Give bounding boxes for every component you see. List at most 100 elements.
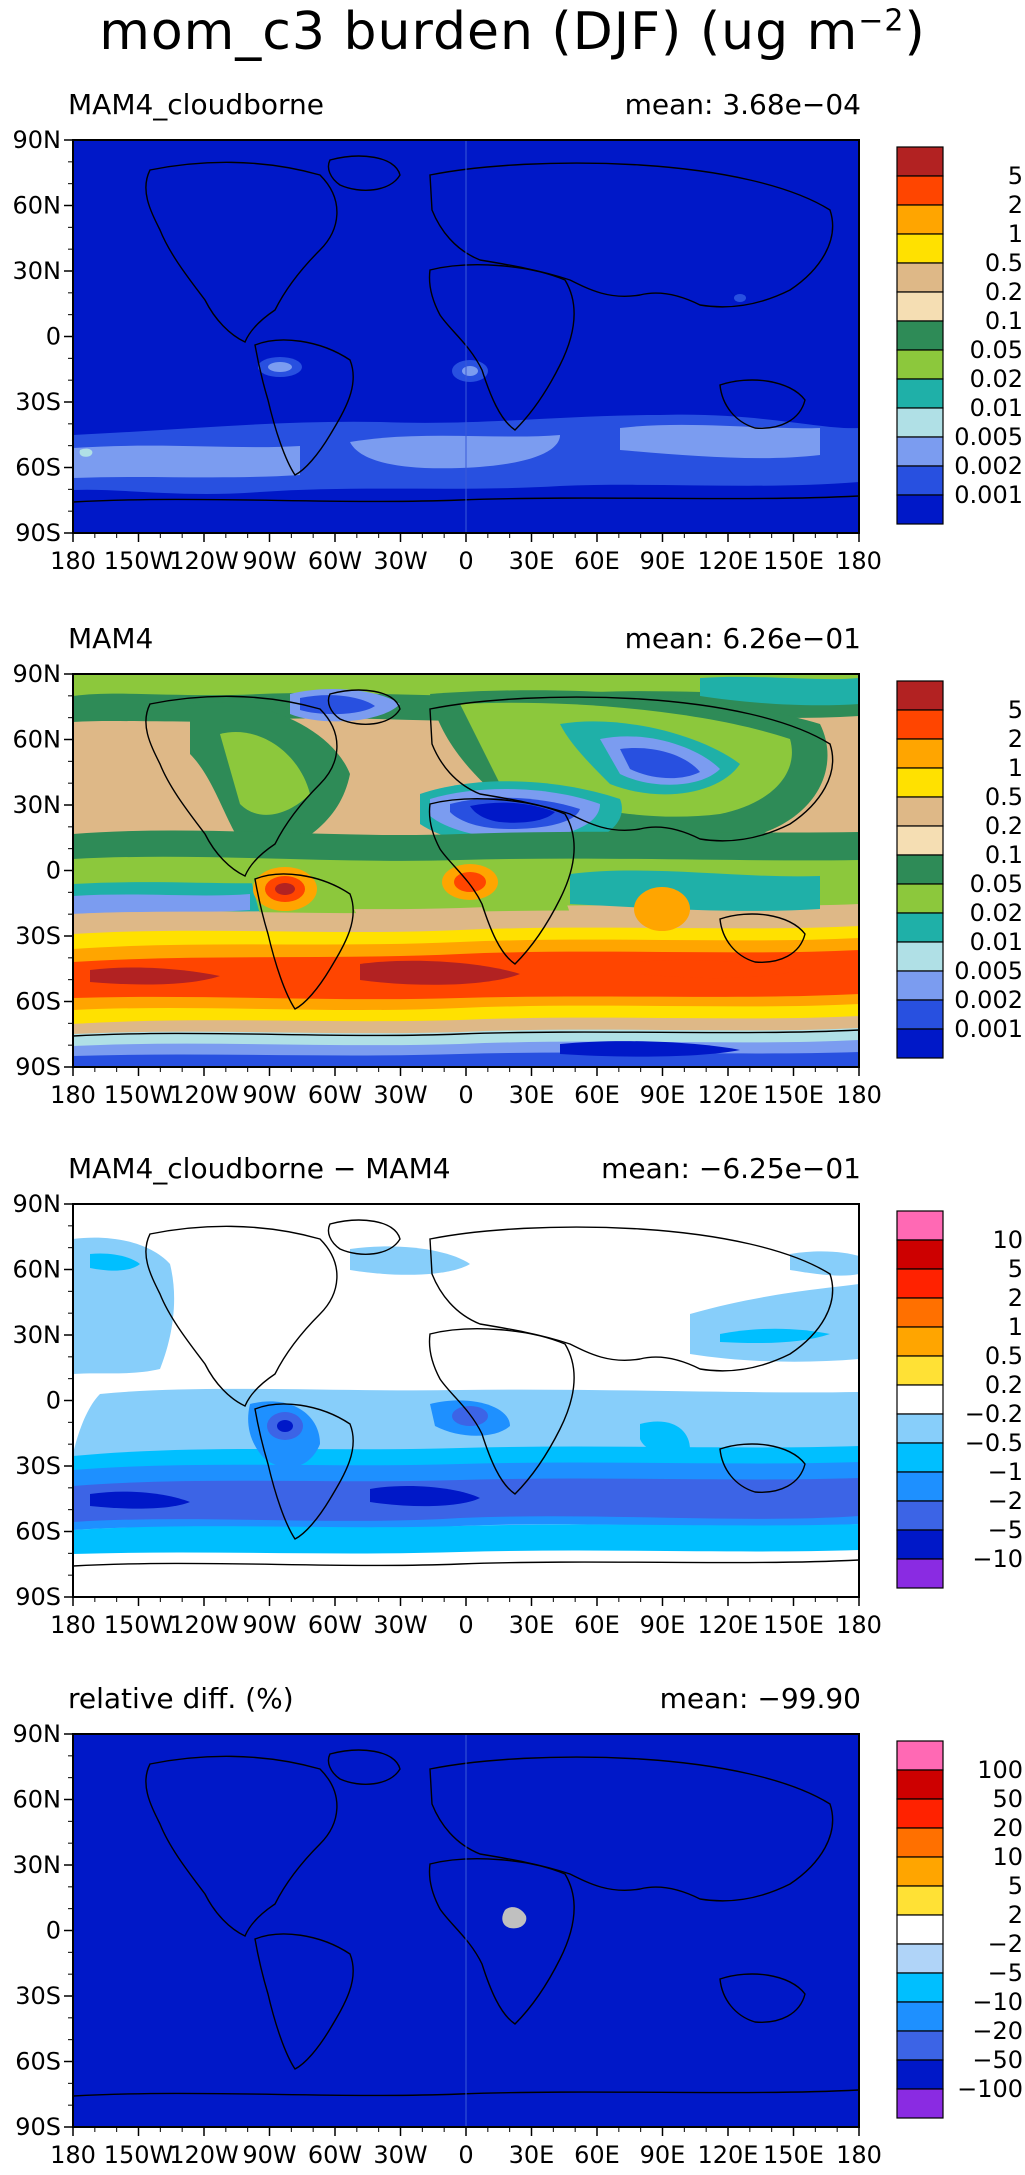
colorbar-label: −20 [972, 2017, 1023, 2045]
colorbar-swatch [896, 1914, 944, 1945]
colorbar-swatch [896, 854, 944, 885]
lon-tick-label: 150W [104, 1611, 174, 1639]
colorbar-label: 0.002 [954, 986, 1023, 1014]
lon-tick-label: 90E [640, 2141, 686, 2169]
lat-tick-label: 60S [15, 2048, 61, 2076]
lon-tick-label: 120E [698, 2141, 759, 2169]
colorbar-swatch [896, 378, 944, 409]
coastline [429, 1756, 834, 1902]
colorbar-label: −50 [972, 2046, 1023, 2074]
colorbar-swatch [896, 291, 944, 322]
lat-tick-label: 0 [46, 1917, 61, 1945]
colorbar-label: 0.5 [985, 1342, 1023, 1370]
colorbar-label: 10 [992, 1843, 1023, 1871]
lon-tick-label: 180 [50, 2141, 96, 2169]
colorbar-swatch [896, 349, 944, 380]
colorbar-swatch [896, 1355, 944, 1386]
colorbar-label: 0.005 [954, 423, 1023, 451]
lat-tick-label: 30N [13, 791, 62, 819]
lon-tick-label: 60E [574, 1611, 620, 1639]
lon-tick-label: 180 [836, 1611, 882, 1639]
lon-tick-label: 120E [698, 547, 759, 575]
colorbar-swatch [896, 1529, 944, 1560]
colorbar-swatch [896, 1297, 944, 1328]
colorbar-label: 0.1 [985, 307, 1023, 335]
colorbar-label: 5 [1008, 1255, 1023, 1283]
colorbar-label: 0.2 [985, 812, 1023, 840]
colorbar-label: 2 [1008, 1284, 1023, 1312]
colorbar-swatch [896, 999, 944, 1030]
lon-tick-label: 60W [308, 2141, 362, 2169]
coastline [429, 162, 834, 308]
lon-tick-label: 30E [509, 1611, 555, 1639]
lon-tick-label: 150W [104, 547, 174, 575]
lat-tick-label: 90S [15, 2113, 61, 2141]
panel-1-coastlines [73, 155, 859, 503]
colorbar-swatch [896, 1028, 944, 1059]
panel-1-mean: mean: 3.68e−04 [624, 88, 861, 121]
panel-4-label: relative diff. (%) [68, 1682, 294, 1715]
coastline [327, 1219, 401, 1255]
lon-tick-label: 90E [640, 1081, 686, 1109]
colorbar-swatch [896, 912, 944, 943]
panel-2-mean: mean: 6.26e−01 [624, 622, 861, 655]
lon-tick-label: 0 [458, 2141, 473, 2169]
lon-tick-label: 120E [698, 1611, 759, 1639]
colorbar-swatch [896, 738, 944, 769]
lon-tick-label: 120W [169, 1611, 239, 1639]
coastline [719, 913, 806, 963]
coastline [428, 264, 575, 431]
colorbar-swatch [896, 1827, 944, 1858]
colorbar-label: 1 [1008, 220, 1023, 248]
coastline [429, 696, 834, 842]
lon-tick-label: 90W [242, 1081, 296, 1109]
colorbar-label: −2 [988, 1487, 1023, 1515]
colorbar-swatch [896, 146, 944, 177]
lat-tick-label: 90N [13, 660, 62, 688]
colorbar-swatch [896, 320, 944, 351]
colorbar-label: 2 [1008, 725, 1023, 753]
panel-2-label: MAM4 [68, 622, 154, 655]
coastline [73, 1029, 859, 1037]
colorbar-label: 5 [1008, 1872, 1023, 1900]
coastline [429, 1226, 834, 1372]
coastline [428, 798, 575, 965]
coastline [73, 2089, 859, 2097]
coastline [145, 1225, 338, 1407]
lat-tick-label: 0 [46, 323, 61, 351]
colorbar-swatch [896, 436, 944, 467]
figure-title-text: mom_c3 burden (DJF) (ug m [99, 2, 859, 62]
lon-tick-label: 90W [242, 2141, 296, 2169]
panel-3-label: MAM4_cloudborne − MAM4 [68, 1152, 451, 1185]
coastline [719, 1443, 806, 1493]
colorbar-label: 0.1 [985, 841, 1023, 869]
colorbar-swatch [896, 2030, 944, 2061]
coastline [327, 155, 401, 191]
lat-tick-label: 60S [15, 454, 61, 482]
colorbar-swatch [896, 2001, 944, 2032]
lat-tick-label: 60N [13, 192, 62, 220]
colorbar-swatch [896, 1500, 944, 1531]
lon-tick-label: 30W [373, 1081, 427, 1109]
lat-tick-label: 30S [15, 388, 61, 416]
colorbar-swatch [896, 175, 944, 206]
coastline [145, 695, 338, 877]
panel-4-mean: mean: −99.90 [659, 1682, 861, 1715]
lat-tick-label: 60N [13, 1786, 62, 1814]
colorbar-swatch [896, 1384, 944, 1415]
coastline [254, 873, 354, 1010]
lon-tick-label: 60W [308, 547, 362, 575]
colorbar-label: −100 [957, 2075, 1023, 2103]
colorbar-swatch [896, 1798, 944, 1829]
colorbar-swatch [896, 1442, 944, 1473]
colorbar-label: −0.2 [965, 1400, 1023, 1428]
colorbar-swatch [896, 465, 944, 496]
colorbar-swatch [896, 709, 944, 740]
colorbar-label: 10 [992, 1226, 1023, 1254]
colorbar-label: 0.001 [954, 1015, 1023, 1043]
figure-title: mom_c3 burden (DJF) (ug m−2) [0, 2, 1025, 62]
